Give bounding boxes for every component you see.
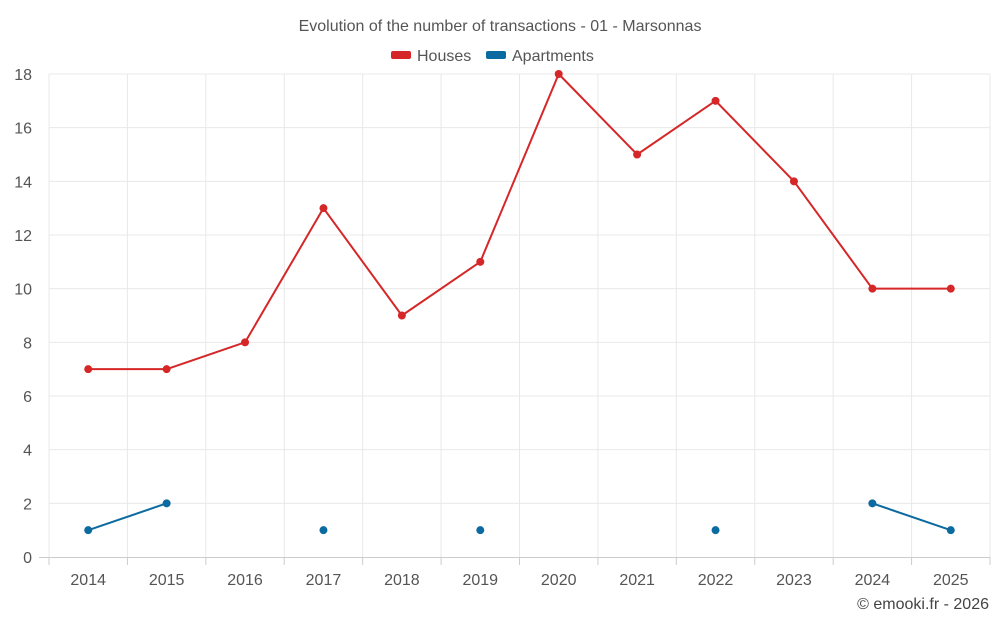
data-point-houses[interactable] [397,311,406,320]
x-tick-label: 2014 [70,572,106,589]
x-tick-label: 2016 [227,572,263,589]
data-point-houses[interactable] [711,96,720,105]
chart-legend[interactable]: Houses Apartments [391,48,594,65]
x-tick-label: 2024 [855,572,891,589]
data-point-apartments[interactable] [162,499,171,508]
legend-swatch-houses [391,51,411,59]
y-tick-label: 14 [14,174,32,191]
data-point-houses[interactable] [476,257,485,266]
data-point-houses[interactable] [554,70,563,78]
legend-item-houses[interactable]: Houses [391,48,471,65]
chart-title: Evolution of the number of transactions … [299,18,702,35]
data-point-apartments[interactable] [946,526,955,535]
x-tick-label: 2017 [306,572,342,589]
data-point-houses[interactable] [868,284,877,293]
legend-item-apartments[interactable]: Apartments [486,48,594,65]
y-tick-label: 16 [14,121,32,138]
data-point-apartments[interactable] [476,526,485,535]
x-tick-label: 2025 [933,572,969,589]
series-line-apartments [872,502,952,532]
legend-swatch-apartments [486,51,506,59]
x-tick-label: 2015 [149,572,185,589]
y-tick-label: 12 [14,228,32,245]
grid-lines [48,73,991,557]
data-point-houses[interactable] [162,365,171,374]
y-tick-label: 6 [23,389,32,406]
legend-label-apartments: Apartments [512,48,594,65]
y-tick-label: 2 [23,496,32,513]
x-tick-label: 2018 [384,572,420,589]
data-point-houses[interactable] [319,204,328,213]
data-point-apartments[interactable] [711,526,720,535]
series [84,70,955,535]
data-point-houses[interactable] [789,177,798,186]
data-point-houses[interactable] [946,284,955,293]
series-line-apartments [87,502,167,532]
y-tick-label: 0 [23,550,32,567]
y-tick-label: 8 [23,335,32,352]
x-tick-label: 2021 [619,572,655,589]
data-point-houses[interactable] [633,150,642,159]
series-houses [84,70,955,374]
x-tick-label: 2022 [698,572,734,589]
x-tick-label: 2019 [462,572,498,589]
data-point-apartments[interactable] [868,499,877,508]
axes: 0 2 4 6 8 10 12 14 16 18 2014 2015 2016 2017 2018 2019 2… [14,67,991,589]
data-point-houses[interactable] [241,338,250,347]
chart-credit: © emooki.fr - 2026 [857,596,989,613]
y-tick-label: 18 [14,67,32,84]
legend-label-houses: Houses [417,48,471,65]
y-tick-label: 4 [23,443,32,460]
data-point-apartments[interactable] [319,526,328,535]
series-line-houses [88,73,951,371]
x-tick-label: 2020 [541,572,577,589]
series-apartments [84,499,955,535]
data-point-apartments[interactable] [84,526,93,535]
y-tick-label: 10 [14,282,32,299]
data-point-houses[interactable] [84,365,93,374]
x-tick-label: 2023 [776,572,812,589]
